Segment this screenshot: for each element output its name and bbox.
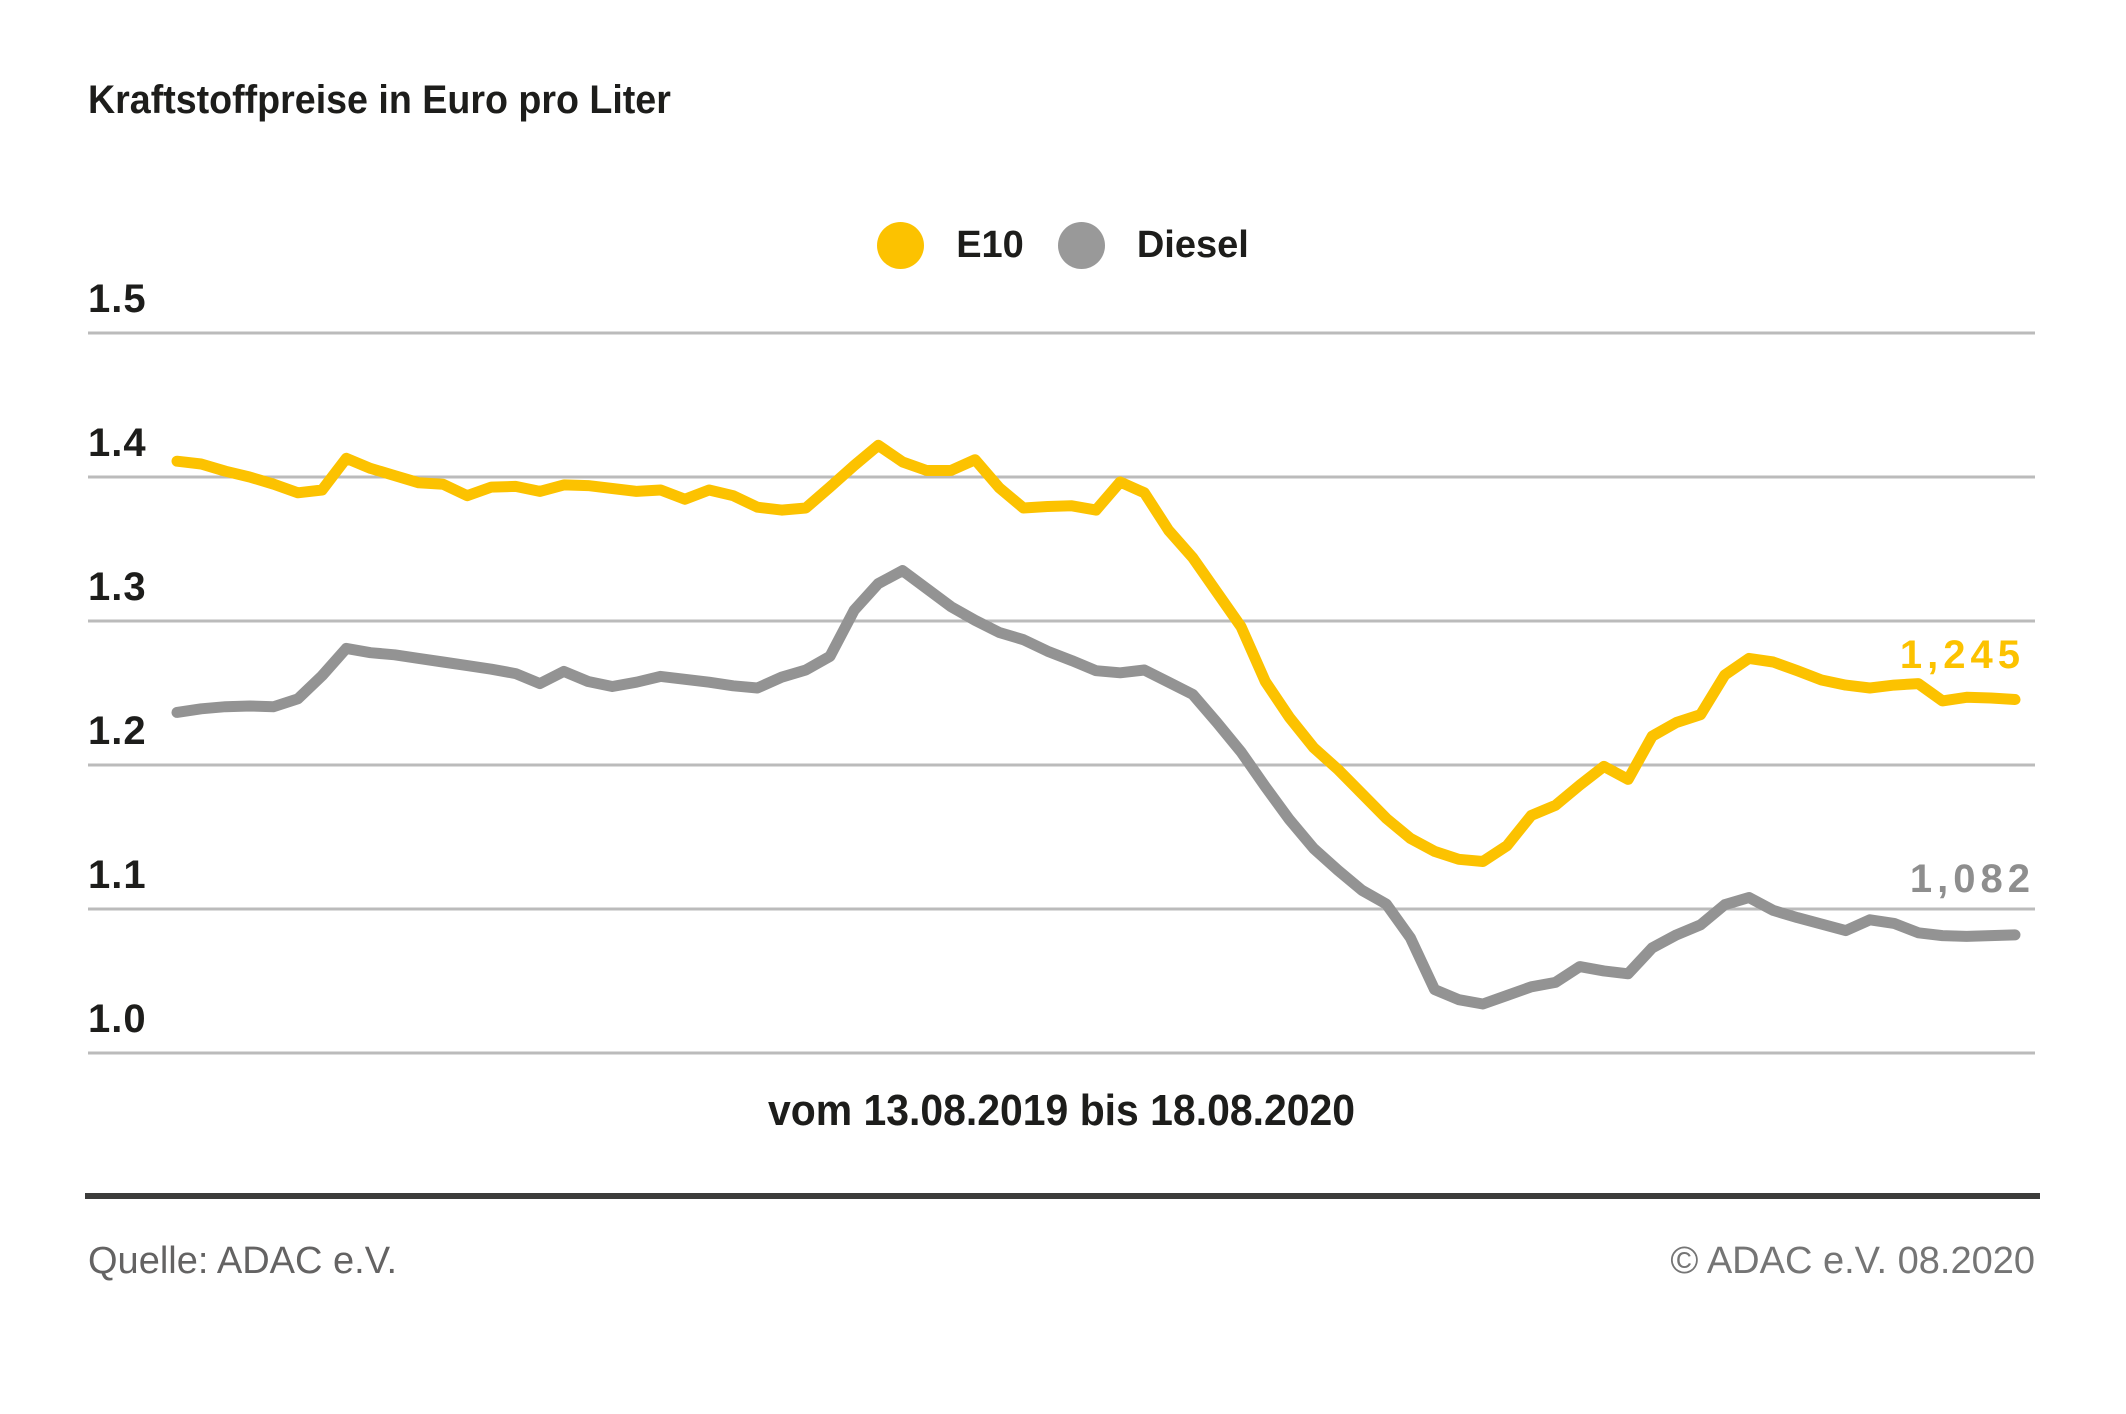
- legend-item-diesel: Diesel: [1057, 222, 1249, 269]
- diesel-line: [171, 565, 2021, 1010]
- legend: E10 Diesel: [0, 222, 2126, 269]
- y-tick-label-1.3: 1.3: [88, 565, 147, 609]
- y-tick-label-1.2: 1.2: [88, 709, 147, 753]
- source-note: Quelle: ADAC e.V.: [88, 1240, 398, 1282]
- gridlines: [88, 331, 2035, 1055]
- e10-end-value-label: 1,245: [1899, 633, 2025, 677]
- y-tick-label-1.1: 1.1: [88, 853, 147, 897]
- y-tick-label-1.4: 1.4: [88, 421, 147, 465]
- legend-label-diesel: Diesel: [1136, 224, 1249, 266]
- e10-legend-dot-icon: [877, 222, 925, 269]
- legend-item-e10: E10: [877, 222, 1024, 269]
- footer-divider: [85, 1193, 2040, 1199]
- legend-label-e10: E10: [956, 224, 1024, 266]
- x-axis-period-label: vom 13.08.2019 bis 18.08.2020: [768, 1086, 1355, 1135]
- y-tick-label-1.0: 1.0: [88, 997, 147, 1041]
- e10-line: [171, 439, 2021, 867]
- page-title: Kraftstoffpreise in Euro pro Liter: [88, 78, 671, 122]
- diesel-end-value-label: 1,082: [1909, 857, 2035, 901]
- diesel-legend-dot-icon: [1057, 222, 1105, 269]
- copyright-note: © ADAC e.V. 08.2020: [1670, 1240, 2035, 1282]
- y-tick-label-1.5: 1.5: [88, 277, 147, 321]
